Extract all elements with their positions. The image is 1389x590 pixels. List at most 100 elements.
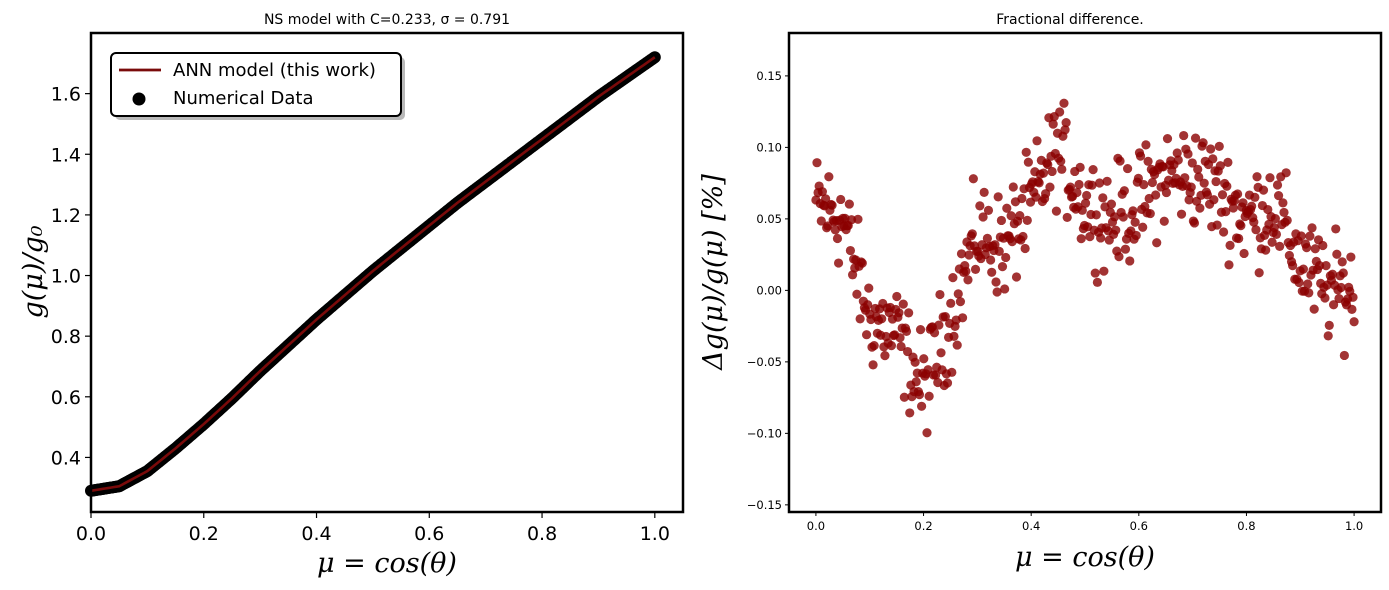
y-tick-label: 0.4 <box>51 447 81 469</box>
fractional-difference-point <box>1275 241 1285 251</box>
fractional-difference-point <box>1075 162 1085 172</box>
fractional-difference-point <box>836 194 846 205</box>
fractional-difference-point <box>880 350 890 361</box>
left-chart-data-layer <box>85 51 661 497</box>
fractional-difference-point <box>1209 195 1219 205</box>
fractional-difference-point <box>898 299 908 309</box>
fractional-difference-point <box>1184 195 1194 205</box>
fractional-difference-point <box>1258 185 1269 195</box>
fractional-difference-point <box>1223 157 1233 167</box>
right-y-ticks: −0.15 −0.10 −0.05 0.00 0.05 0.10 0.15 <box>747 69 789 512</box>
fractional-difference-point <box>832 233 843 244</box>
fractional-difference-point <box>1338 268 1348 278</box>
fractional-difference-point <box>986 255 996 265</box>
fractional-difference-point <box>1032 136 1042 146</box>
fractional-difference-point <box>1225 240 1235 250</box>
fractional-difference-point <box>1218 227 1229 237</box>
fractional-difference-point <box>1001 252 1011 263</box>
fractional-difference-point <box>1303 279 1313 289</box>
legend-box <box>110 52 402 117</box>
fractional-difference-point <box>845 245 856 256</box>
fractional-difference-point <box>979 187 989 197</box>
fractional-difference-point <box>1133 173 1143 183</box>
fractional-difference-point <box>1082 190 1092 201</box>
y-tick-label: 0.8 <box>51 326 81 348</box>
fractional-difference-point <box>994 246 1004 256</box>
fractional-difference-point <box>1309 304 1319 314</box>
fractional-difference-point <box>1208 154 1218 164</box>
fractional-difference-point <box>1215 161 1225 171</box>
legend-entry-numerical-data: Numerical Data <box>173 88 314 109</box>
fractional-difference-point <box>1281 168 1291 178</box>
fractional-difference-point <box>1008 182 1018 192</box>
fractional-difference-point <box>896 341 906 352</box>
fractional-difference-point <box>1238 198 1248 208</box>
fractional-difference-point <box>929 328 940 338</box>
fractional-difference-point <box>1307 223 1317 233</box>
fractional-difference-point <box>934 320 944 330</box>
fractional-difference-point <box>1190 133 1201 143</box>
fractional-difference-point <box>922 428 932 438</box>
fractional-difference-point <box>1194 172 1204 182</box>
fractional-difference-point <box>1217 190 1228 200</box>
fractional-difference-point <box>1092 277 1102 287</box>
fractional-difference-point <box>1000 284 1010 294</box>
fractional-difference-point <box>1336 282 1346 293</box>
fractional-difference-point <box>1088 165 1098 175</box>
fractional-difference-point <box>1065 182 1076 192</box>
fractional-difference-point <box>936 348 946 358</box>
fractional-difference-point <box>1031 192 1041 202</box>
fractional-difference-point <box>1043 159 1053 170</box>
y-tick-label: −0.15 <box>747 498 782 512</box>
fractional-difference-point <box>1324 320 1334 330</box>
fractional-difference-point <box>1152 238 1162 248</box>
fractional-difference-point <box>1250 192 1260 202</box>
fractional-difference-point <box>1060 125 1070 135</box>
fractional-difference-point <box>1214 141 1224 151</box>
fractional-difference-point <box>1176 209 1187 219</box>
fractional-difference-point <box>942 378 953 388</box>
fractional-difference-point <box>1348 292 1358 302</box>
fractional-difference-point <box>1099 266 1109 276</box>
fractional-difference-point <box>1314 260 1325 271</box>
fractional-difference-point <box>1011 272 1022 282</box>
fractional-difference-point <box>1346 252 1356 262</box>
legend-marker-swatch <box>132 92 146 106</box>
fractional-difference-point <box>1120 244 1131 254</box>
fractional-difference-point <box>1221 207 1231 217</box>
fractional-difference-point <box>911 377 921 387</box>
y-tick-label: 1.6 <box>51 84 81 106</box>
fractional-difference-point <box>904 308 914 318</box>
fractional-difference-point <box>1279 207 1289 218</box>
fractional-difference-point <box>1159 216 1169 226</box>
fractional-difference-point <box>957 313 968 323</box>
fractional-difference-point <box>844 199 854 209</box>
fractional-difference-point <box>817 187 827 197</box>
fractional-difference-point <box>1115 156 1125 166</box>
fractional-difference-point <box>1085 232 1095 242</box>
fractional-difference-point <box>1114 252 1124 262</box>
fractional-difference-point <box>1267 237 1277 247</box>
x-tick-label: 0.6 <box>1130 519 1148 533</box>
fractional-difference-point <box>823 221 833 231</box>
fractional-difference-point <box>1087 180 1097 190</box>
x-tick-label: 0.2 <box>914 519 932 533</box>
fractional-difference-point <box>1332 249 1342 259</box>
fractional-difference-point <box>1278 198 1288 208</box>
fractional-difference-point <box>1272 180 1283 190</box>
left-chart-title: NS model with C=0.233, σ = 0.791 <box>264 12 510 28</box>
fractional-difference-point <box>917 401 927 411</box>
fractional-difference-point <box>1236 221 1246 231</box>
fractional-difference-point <box>1147 177 1158 188</box>
fractional-difference-point <box>1020 243 1030 254</box>
fractional-difference-point <box>987 267 997 277</box>
fractional-difference-point <box>1125 256 1135 266</box>
fractional-difference-point <box>1271 229 1282 239</box>
fractional-difference-point <box>1189 218 1200 228</box>
fractional-difference-point <box>946 298 956 308</box>
fractional-difference-point <box>1143 156 1153 166</box>
fractional-difference-point <box>956 249 967 259</box>
fractional-difference-point <box>1310 244 1320 254</box>
fractional-difference-point <box>953 289 963 299</box>
